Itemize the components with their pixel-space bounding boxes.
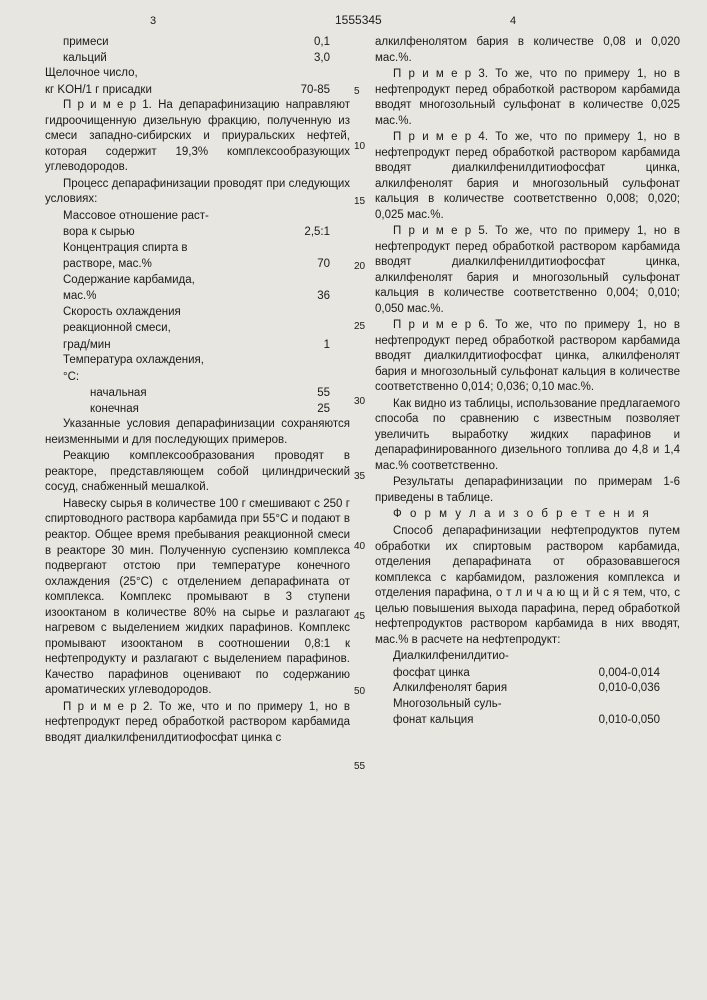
- data-row: конечная 25: [45, 402, 350, 418]
- data-row: кальций 3,0: [45, 51, 350, 67]
- page-num-right: 4: [510, 14, 516, 29]
- paragraph: Результаты депарафинизации по примерам 1…: [375, 475, 680, 506]
- paragraph: Реакцию комплексообразования проводят в …: [45, 449, 350, 496]
- data-row: начальная 55: [45, 386, 350, 402]
- scanned-page: 3 1555345 4 5 10 15 20 25 30 35 40 45 50 55 примес…: [0, 0, 707, 1000]
- text-line: Концентрация спирта в: [45, 241, 350, 257]
- paragraph: П р и м е р 5. То же, что по примеру 1, …: [375, 224, 680, 317]
- paragraph: П р и м е р 6. То же, что по примеру 1, …: [375, 318, 680, 396]
- row-value: 70-85: [301, 83, 350, 99]
- text-line: Щелочное число,: [45, 66, 350, 82]
- right-column: алкилфенолятом бария в количестве 0,08 и…: [375, 35, 680, 729]
- text-line: реакционной смеси,: [45, 321, 350, 337]
- line-number: 50: [354, 685, 365, 699]
- text-line: Температура охлаждения,: [45, 353, 350, 369]
- row-label: начальная: [45, 386, 147, 402]
- row-value: 1: [324, 338, 350, 354]
- doc-number: 1555345: [335, 12, 382, 28]
- claim-item: Диалкилфенилдитио-фосфат цинка 0,004-0,01…: [375, 649, 680, 681]
- row-label: фонат кальция: [375, 713, 473, 729]
- line-number: 10: [354, 140, 365, 154]
- row-value: 0,010-0,050: [599, 713, 680, 729]
- paragraph: П р и м е р 2. То же, что и по примеру 1…: [45, 700, 350, 747]
- line-number: 25: [354, 320, 365, 334]
- line-number: 30: [354, 395, 365, 409]
- paragraph: П р и м е р 1. На депарафинизацию направ…: [45, 98, 350, 176]
- row-label: фосфат цинка: [375, 666, 470, 682]
- row-value: 0,010-0,036: [599, 681, 680, 697]
- paragraph: Указанные условия депарафинизации сохран…: [45, 417, 350, 448]
- paragraph: Способ депарафинизации нефтепродуктов пу…: [375, 524, 680, 648]
- text-line: Массовое отношение раст-: [45, 209, 350, 225]
- text-line: Содержание карбамида,: [45, 273, 350, 289]
- row-label: конечная: [45, 402, 139, 418]
- paragraph: П р и м е р 3. То же, что по примеру 1, …: [375, 67, 680, 129]
- text-line: Скорость охлаждения: [45, 305, 350, 321]
- condition-item: Концентрация спирта врастворе, мас.% 70: [45, 241, 350, 273]
- line-number: 5: [354, 85, 360, 99]
- paragraph: П р и м е р 4. То же, что по примеру 1, …: [375, 130, 680, 223]
- condition-item: Содержание карбамида,мас.% 36: [45, 273, 350, 305]
- claim-item: Многозольный суль-фонат кальция 0,010-0,0…: [375, 697, 680, 729]
- text-line: Диалкилфенилдитио-: [375, 649, 680, 665]
- row-value: 70: [317, 257, 350, 273]
- page-num-left: 3: [150, 14, 156, 29]
- row-value: 36: [317, 289, 350, 305]
- condition-item: Скорость охлажденияреакционной смеси,гра…: [45, 305, 350, 354]
- row-label: Алкилфенолят бария: [375, 681, 507, 697]
- line-number: 40: [354, 540, 365, 554]
- row-value: 25: [317, 402, 350, 418]
- line-number: 15: [354, 195, 365, 209]
- row-label: вора к сырью: [45, 225, 135, 241]
- row-value: 2,5:1: [304, 225, 350, 241]
- row-label: примеси: [45, 35, 109, 51]
- row-label: град/мин: [45, 338, 111, 354]
- line-number: 55: [354, 760, 365, 774]
- paragraph: Как видно из таблицы, использование пред…: [375, 397, 680, 475]
- row-value: 0,1: [314, 35, 350, 51]
- row-label: кальций: [45, 51, 107, 67]
- row-value: 55: [317, 386, 350, 402]
- row-label: мас.%: [45, 289, 96, 305]
- text-line: Многозольный суль-: [375, 697, 680, 713]
- left-column: примеси 0,1 кальций 3,0 Щелочное число, кг …: [45, 35, 350, 747]
- condition-item: Массовое отношение раст-вора к сырью 2,5:…: [45, 209, 350, 241]
- formula-title: Ф о р м у л а и з о б р е т е н и я: [375, 507, 680, 523]
- line-number: 35: [354, 470, 365, 484]
- line-number: 45: [354, 610, 365, 624]
- row-value: 0,004-0,014: [599, 666, 680, 682]
- text-line: °C:: [45, 370, 350, 386]
- claim-item: Алкилфенолят бария 0,010-0,036: [375, 681, 680, 697]
- paragraph: Навеску сырья в количестве 100 г смешива…: [45, 497, 350, 699]
- row-value: 3,0: [314, 51, 350, 67]
- line-number: 20: [354, 260, 365, 274]
- row-label: растворе, мас.%: [45, 257, 152, 273]
- data-row: примеси 0,1: [45, 35, 350, 51]
- condition-item: Температура охлаждения,°C:: [45, 353, 350, 385]
- paragraph: алкилфенолятом бария в количестве 0,08 и…: [375, 35, 680, 66]
- row-label: кг KOH/1 г присадки: [45, 83, 152, 99]
- paragraph: Процесс депарафинизации проводят при сле…: [45, 177, 350, 208]
- data-row: кг KOH/1 г присадки 70-85: [45, 83, 350, 99]
